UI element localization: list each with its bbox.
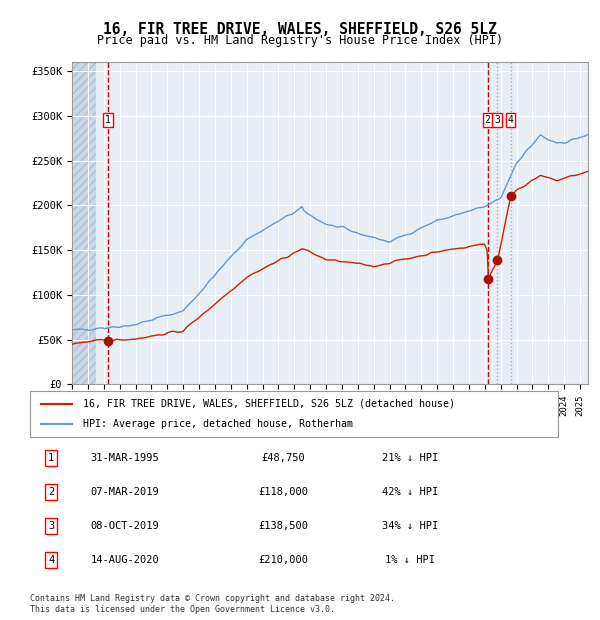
Bar xyxy=(72,62,96,384)
Text: HPI: Average price, detached house, Rotherham: HPI: Average price, detached house, Roth… xyxy=(83,419,353,429)
Text: 34% ↓ HPI: 34% ↓ HPI xyxy=(382,521,438,531)
Text: 42% ↓ HPI: 42% ↓ HPI xyxy=(382,487,438,497)
Text: 4: 4 xyxy=(48,555,54,565)
Text: 16, FIR TREE DRIVE, WALES, SHEFFIELD, S26 5LZ (detached house): 16, FIR TREE DRIVE, WALES, SHEFFIELD, S2… xyxy=(83,399,455,409)
Text: Price paid vs. HM Land Registry's House Price Index (HPI): Price paid vs. HM Land Registry's House … xyxy=(97,34,503,47)
Text: 16, FIR TREE DRIVE, WALES, SHEFFIELD, S26 5LZ: 16, FIR TREE DRIVE, WALES, SHEFFIELD, S2… xyxy=(103,22,497,37)
Text: 31-MAR-1995: 31-MAR-1995 xyxy=(91,453,160,463)
Text: 4: 4 xyxy=(508,115,514,125)
Text: £48,750: £48,750 xyxy=(262,453,305,463)
Text: 2: 2 xyxy=(48,487,54,497)
Text: 08-OCT-2019: 08-OCT-2019 xyxy=(91,521,160,531)
Text: 07-MAR-2019: 07-MAR-2019 xyxy=(91,487,160,497)
Text: 14-AUG-2020: 14-AUG-2020 xyxy=(91,555,160,565)
Text: 1: 1 xyxy=(48,453,54,463)
Text: 3: 3 xyxy=(494,115,500,125)
Text: 21% ↓ HPI: 21% ↓ HPI xyxy=(382,453,438,463)
Text: £210,000: £210,000 xyxy=(259,555,308,565)
Text: 2: 2 xyxy=(485,115,491,125)
Text: £138,500: £138,500 xyxy=(259,521,308,531)
Text: 1: 1 xyxy=(105,115,110,125)
Text: £118,000: £118,000 xyxy=(259,487,308,497)
Text: 3: 3 xyxy=(48,521,54,531)
Text: 1% ↓ HPI: 1% ↓ HPI xyxy=(385,555,435,565)
Text: Contains HM Land Registry data © Crown copyright and database right 2024.
This d: Contains HM Land Registry data © Crown c… xyxy=(30,595,395,614)
